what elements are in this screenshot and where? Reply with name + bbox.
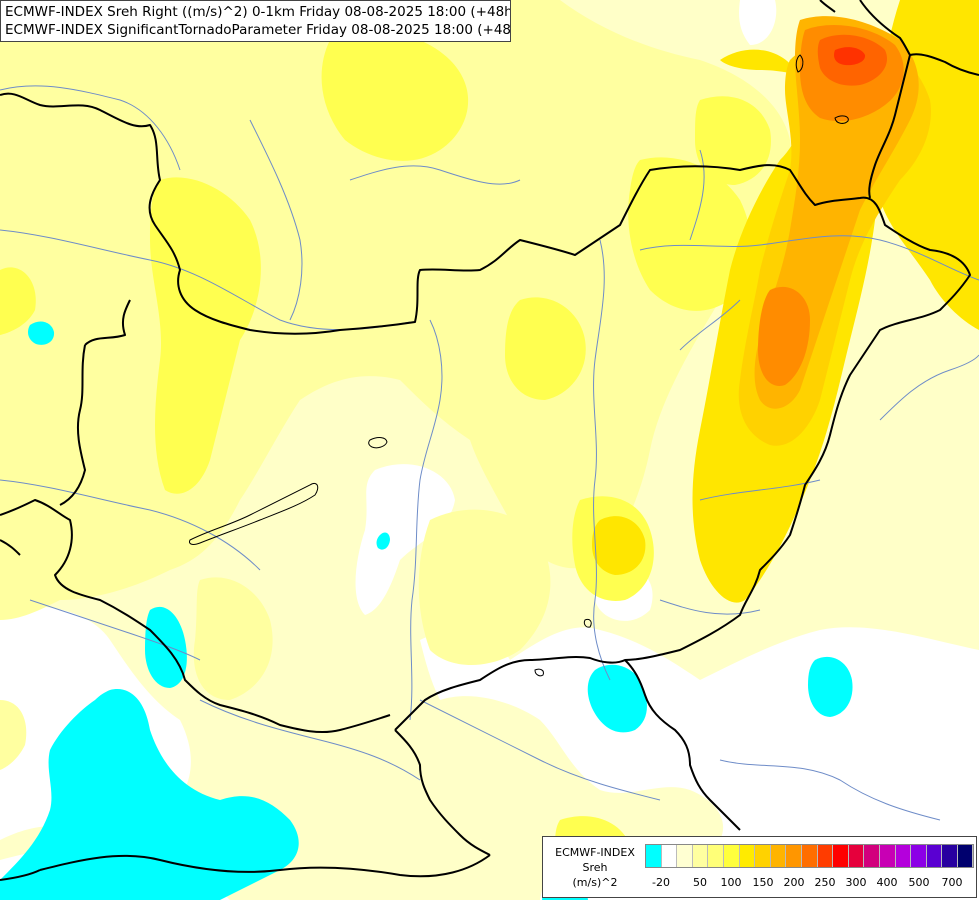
legend-title: ECMWF-INDEX Sreh (m/s)^2 bbox=[547, 845, 643, 890]
legend-tick-label: 500 bbox=[908, 876, 930, 889]
legend-swatch bbox=[661, 845, 678, 867]
legend-tick-label: 400 bbox=[876, 876, 898, 889]
legend-swatch bbox=[848, 845, 865, 867]
legend-swatch bbox=[723, 845, 740, 867]
legend-swatch bbox=[926, 845, 943, 867]
lakes bbox=[189, 54, 849, 677]
legend-title-line-2: Sreh bbox=[582, 861, 608, 874]
legend-swatch bbox=[770, 845, 787, 867]
legend-swatch bbox=[879, 845, 896, 867]
legend-swatch bbox=[646, 845, 662, 867]
legend-swatch bbox=[957, 845, 974, 867]
legend-swatch bbox=[692, 845, 709, 867]
legend-swatch bbox=[739, 845, 756, 867]
legend-tick-label: 300 bbox=[845, 876, 867, 889]
country-borders bbox=[0, 0, 979, 881]
yellow-areas bbox=[0, 29, 771, 890]
legend-swatch bbox=[942, 845, 958, 867]
legend-tick-label: 100 bbox=[720, 876, 742, 889]
legend-tick-label: 700 bbox=[941, 876, 963, 889]
legend-tick-labels: -20 50 100 150 200 250 300 400 500 700 bbox=[543, 876, 978, 890]
legend-swatch bbox=[801, 845, 818, 867]
legend-tick-label: 200 bbox=[783, 876, 805, 889]
legend-color-bar bbox=[645, 844, 975, 868]
legend-tick-label: -20 bbox=[652, 876, 670, 889]
legend-swatch bbox=[817, 845, 834, 867]
legend-swatch bbox=[677, 845, 693, 867]
map-title-line-2: ECMWF-INDEX SignificantTornadoParameter … bbox=[5, 22, 510, 38]
map-title-box: ECMWF-INDEX Sreh Right ((m/s)^2) 0-1km F… bbox=[0, 0, 511, 42]
legend-swatch bbox=[895, 845, 912, 867]
legend-swatch bbox=[833, 845, 849, 867]
legend-swatch bbox=[755, 845, 771, 867]
cyan-areas bbox=[0, 321, 853, 900]
legend-title-line-3: (m/s)^2 bbox=[572, 876, 618, 889]
legend-swatch bbox=[911, 845, 927, 867]
red-areas bbox=[834, 47, 866, 66]
map-title-line-1: ECMWF-INDEX Sreh Right ((m/s)^2) 0-1km F… bbox=[5, 4, 510, 20]
legend-tick-label: 150 bbox=[752, 876, 774, 889]
legend-swatch bbox=[786, 845, 802, 867]
legend-tick-label: 50 bbox=[693, 876, 707, 889]
legend-tick-label: 250 bbox=[814, 876, 836, 889]
legend-swatch bbox=[708, 845, 724, 867]
legend-title-line-1: ECMWF-INDEX bbox=[555, 846, 635, 859]
legend-swatch bbox=[864, 845, 880, 867]
color-legend: ECMWF-INDEX Sreh (m/s)^2 -20 50 100 150 200 2… bbox=[542, 836, 977, 898]
